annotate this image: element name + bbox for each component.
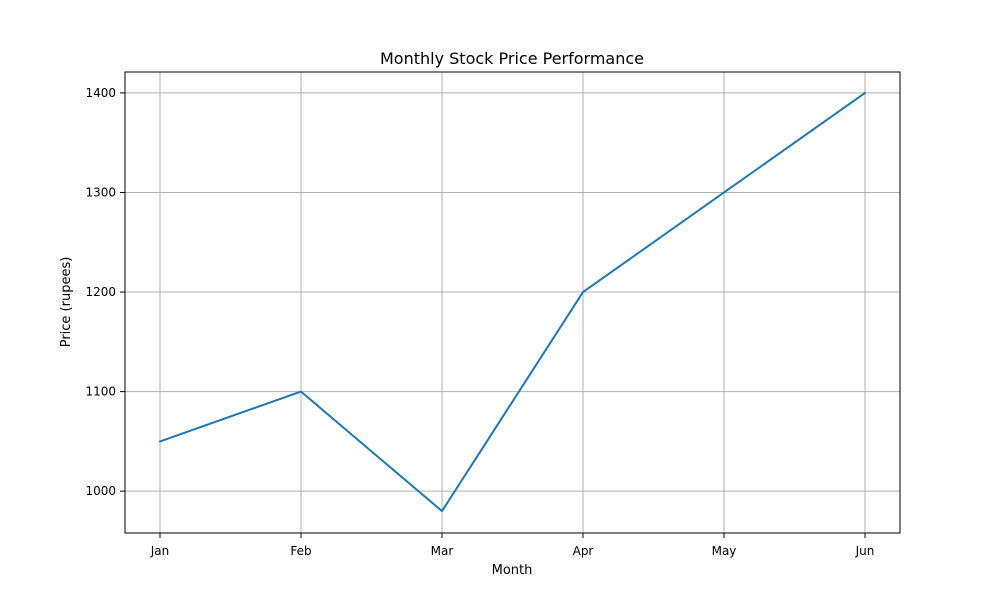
x-tick-label: Mar bbox=[431, 544, 454, 558]
series-layer bbox=[159, 91, 866, 513]
x-tick-label: Apr bbox=[573, 544, 594, 558]
y-axis-label: Price (rupees) bbox=[59, 257, 74, 348]
y-tick-label: 1200 bbox=[85, 285, 116, 299]
y-tick-label: 1100 bbox=[85, 385, 116, 399]
x-tick-label: Jun bbox=[855, 544, 875, 558]
x-axis-label: Month bbox=[492, 563, 533, 578]
y-tick-label: 1400 bbox=[85, 86, 116, 100]
x-tick-label: May bbox=[712, 544, 737, 558]
y-tick-label: 1000 bbox=[85, 484, 116, 498]
series-line bbox=[159, 91, 866, 513]
x-tick-label: Feb bbox=[290, 544, 311, 558]
y-tick-label: 1300 bbox=[85, 185, 116, 199]
x-tick-label: Jan bbox=[150, 544, 170, 558]
ticks-layer: Jan Feb Mar Apr May Jun 1000 1100 1200 1300 1400 bbox=[85, 86, 874, 558]
chart-title: Monthly Stock Price Performance bbox=[380, 49, 644, 68]
plot-frame bbox=[124, 71, 901, 534]
grid-layer bbox=[125, 72, 900, 533]
